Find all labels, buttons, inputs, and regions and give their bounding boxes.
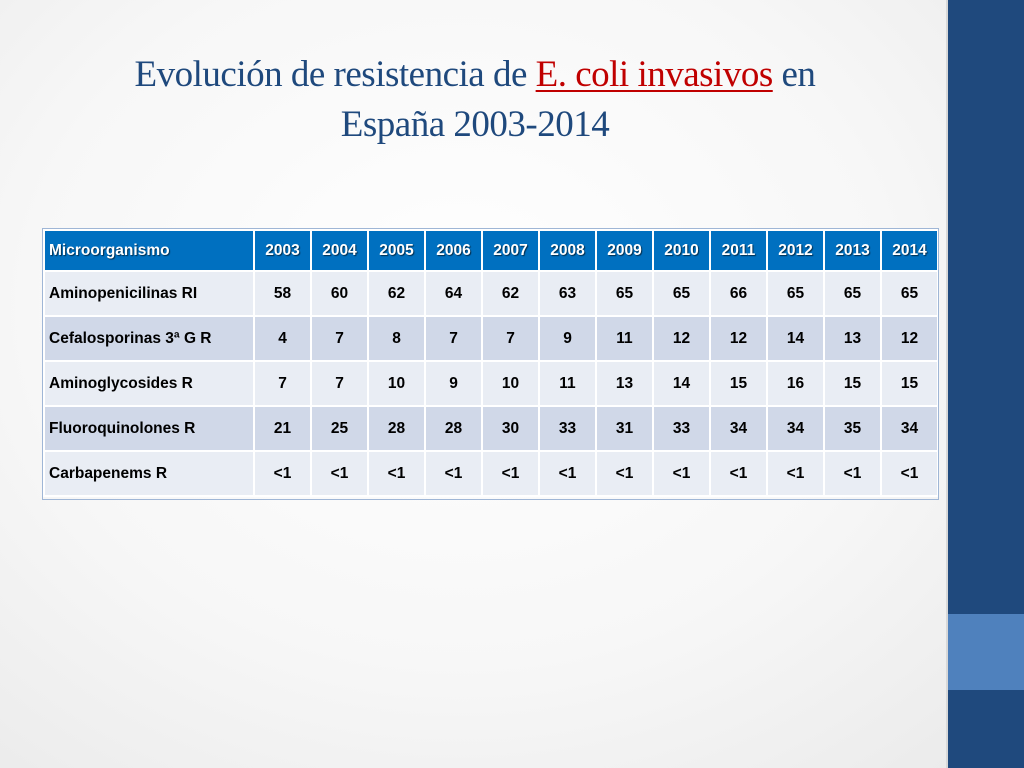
table-cell: 65	[652, 270, 711, 317]
table-cell: <1	[310, 450, 369, 497]
table-cell: 65	[880, 270, 939, 317]
table-cell: 25	[310, 405, 369, 452]
table-cell: 7	[253, 360, 312, 407]
header-cell: 2006	[424, 229, 483, 272]
header-cell: 2010	[652, 229, 711, 272]
row-label: Fluoroquinolones R	[43, 405, 255, 452]
table-cell: 12	[880, 315, 939, 362]
table-row: Cefalosporinas 3ª G R 4 7 8 7 7 9 11 12 …	[43, 315, 939, 362]
table-cell: 31	[595, 405, 654, 452]
table-cell: 7	[310, 360, 369, 407]
table-cell: 15	[709, 360, 768, 407]
table-cell: 66	[709, 270, 768, 317]
header-cell: 2011	[709, 229, 768, 272]
table-cell: 28	[424, 405, 483, 452]
table-cell: 16	[766, 360, 825, 407]
header-cell: 2005	[367, 229, 426, 272]
table-row: Aminoglycosides R 7 7 10 9 10 11 13 14 1…	[43, 360, 939, 407]
header-cell: 2008	[538, 229, 597, 272]
table-cell: <1	[880, 450, 939, 497]
table-cell: 21	[253, 405, 312, 452]
table-cell: 58	[253, 270, 312, 317]
title-line2: España 2003-2014	[340, 104, 610, 145]
table-cell: 35	[823, 405, 882, 452]
table-cell: 34	[709, 405, 768, 452]
row-label: Aminopenicilinas RI	[43, 270, 255, 317]
table-cell: <1	[823, 450, 882, 497]
table-cell: 11	[538, 360, 597, 407]
table-cell: 60	[310, 270, 369, 317]
header-cell: 2009	[595, 229, 654, 272]
header-cell: 2013	[823, 229, 882, 272]
table-row: Fluoroquinolones R 21 25 28 28 30 33 31 …	[43, 405, 939, 452]
table-cell: 65	[823, 270, 882, 317]
table-cell: 33	[538, 405, 597, 452]
table-cell: 63	[538, 270, 597, 317]
table-cell: 11	[595, 315, 654, 362]
resistance-table: Microorganismo 2003 2004 2005 2006 2007 …	[43, 229, 939, 497]
side-decoration-accent	[948, 614, 1024, 690]
table-cell: <1	[481, 450, 540, 497]
table-cell: 28	[367, 405, 426, 452]
table-cell: 9	[538, 315, 597, 362]
table-cell: 30	[481, 405, 540, 452]
table-cell: 7	[424, 315, 483, 362]
table-cell: <1	[652, 450, 711, 497]
row-label: Carbapenems R	[43, 450, 255, 497]
title-part1: Evolución de resistencia de	[134, 54, 536, 95]
table-cell: 64	[424, 270, 483, 317]
table-cell: <1	[253, 450, 312, 497]
table-cell: 33	[652, 405, 711, 452]
side-bar-divider	[946, 0, 948, 768]
table-cell: 12	[652, 315, 711, 362]
table-cell: <1	[766, 450, 825, 497]
table-row: Aminopenicilinas RI 58 60 62 64 62 63 65…	[43, 270, 939, 317]
table-cell: 7	[481, 315, 540, 362]
table-cell: 10	[481, 360, 540, 407]
table-cell: 34	[880, 405, 939, 452]
table-cell: 65	[595, 270, 654, 317]
table-cell: 14	[652, 360, 711, 407]
table-cell: 13	[823, 315, 882, 362]
table-cell: <1	[424, 450, 483, 497]
table-row: Carbapenems R <1 <1 <1 <1 <1 <1 <1 <1 <1…	[43, 450, 939, 497]
table-cell: 62	[367, 270, 426, 317]
title-part2: en	[772, 54, 816, 95]
table-cell: 34	[766, 405, 825, 452]
row-label: Cefalosporinas 3ª G R	[43, 315, 255, 362]
header-cell: 2007	[481, 229, 540, 272]
table-cell: <1	[367, 450, 426, 497]
table-cell: 62	[481, 270, 540, 317]
table-cell: 15	[880, 360, 939, 407]
table-cell: 10	[367, 360, 426, 407]
table-cell: 7	[310, 315, 369, 362]
slide-title: Evolución de resistencia de E. coli inva…	[60, 50, 890, 150]
row-label: Aminoglycosides R	[43, 360, 255, 407]
table-cell: 9	[424, 360, 483, 407]
table-cell: <1	[595, 450, 654, 497]
header-cell: 2014	[880, 229, 939, 272]
header-cell: 2012	[766, 229, 825, 272]
table-cell: 4	[253, 315, 312, 362]
table-cell: <1	[538, 450, 597, 497]
table-cell: 65	[766, 270, 825, 317]
table-cell: 15	[823, 360, 882, 407]
header-cell: Microorganismo	[43, 229, 255, 272]
table-cell: 8	[367, 315, 426, 362]
table-cell: 13	[595, 360, 654, 407]
table-cell: <1	[709, 450, 768, 497]
table-header-row: Microorganismo 2003 2004 2005 2006 2007 …	[43, 229, 939, 272]
header-cell: 2003	[253, 229, 312, 272]
table-cell: 14	[766, 315, 825, 362]
header-cell: 2004	[310, 229, 369, 272]
title-highlight: E. coli invasivos	[535, 54, 774, 95]
table-cell: 12	[709, 315, 768, 362]
